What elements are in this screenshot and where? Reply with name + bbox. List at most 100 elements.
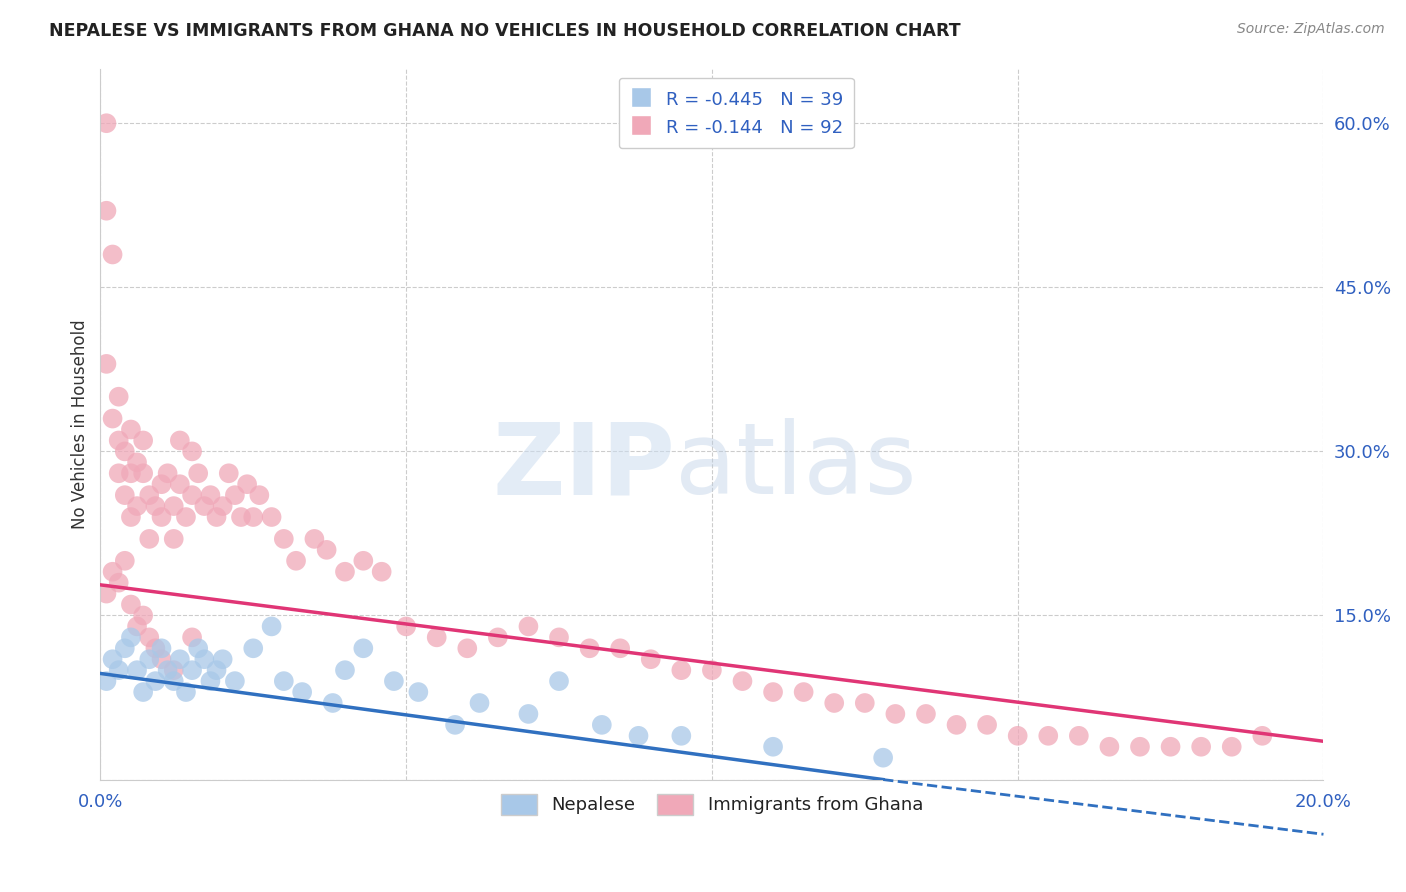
Point bbox=[101, 411, 124, 425]
Point bbox=[120, 510, 142, 524]
Point bbox=[352, 554, 374, 568]
Point bbox=[1220, 739, 1243, 754]
Point bbox=[107, 434, 129, 448]
Point bbox=[120, 631, 142, 645]
Point bbox=[181, 663, 204, 677]
Point bbox=[132, 467, 155, 481]
Text: Source: ZipAtlas.com: Source: ZipAtlas.com bbox=[1237, 22, 1385, 37]
Point bbox=[132, 685, 155, 699]
Point bbox=[273, 674, 295, 689]
Point bbox=[114, 444, 136, 458]
Point bbox=[163, 532, 186, 546]
Point bbox=[291, 685, 314, 699]
Point bbox=[1038, 729, 1060, 743]
Point bbox=[426, 631, 449, 645]
Point bbox=[114, 554, 136, 568]
Point bbox=[138, 631, 160, 645]
Point bbox=[125, 663, 148, 677]
Point bbox=[96, 674, 118, 689]
Text: atlas: atlas bbox=[675, 418, 917, 516]
Point bbox=[627, 729, 650, 743]
Point bbox=[884, 706, 907, 721]
Y-axis label: No Vehicles in Household: No Vehicles in Household bbox=[72, 319, 89, 529]
Point bbox=[370, 565, 392, 579]
Point bbox=[976, 718, 998, 732]
Point bbox=[211, 499, 233, 513]
Point bbox=[382, 674, 405, 689]
Point bbox=[96, 203, 118, 218]
Point bbox=[156, 663, 179, 677]
Point bbox=[125, 619, 148, 633]
Point bbox=[456, 641, 478, 656]
Point bbox=[609, 641, 631, 656]
Point bbox=[591, 718, 613, 732]
Point bbox=[1007, 729, 1029, 743]
Point bbox=[96, 357, 118, 371]
Point bbox=[187, 467, 209, 481]
Point bbox=[107, 663, 129, 677]
Point bbox=[181, 444, 204, 458]
Point bbox=[169, 434, 191, 448]
Point bbox=[260, 619, 283, 633]
Point bbox=[132, 434, 155, 448]
Point bbox=[101, 565, 124, 579]
Point bbox=[187, 641, 209, 656]
Point bbox=[700, 663, 723, 677]
Point bbox=[224, 488, 246, 502]
Point bbox=[247, 488, 270, 502]
Point bbox=[96, 116, 118, 130]
Point bbox=[1067, 729, 1090, 743]
Point bbox=[242, 510, 264, 524]
Point bbox=[1189, 739, 1212, 754]
Legend: Nepalese, Immigrants from Ghana: Nepalese, Immigrants from Ghana bbox=[492, 785, 932, 824]
Point bbox=[169, 477, 191, 491]
Point bbox=[333, 663, 356, 677]
Point bbox=[145, 499, 167, 513]
Point bbox=[138, 652, 160, 666]
Point bbox=[145, 674, 167, 689]
Point bbox=[517, 706, 540, 721]
Point bbox=[304, 532, 326, 546]
Point bbox=[193, 499, 215, 513]
Point bbox=[174, 510, 197, 524]
Point bbox=[578, 641, 600, 656]
Point bbox=[236, 477, 259, 491]
Point bbox=[640, 652, 662, 666]
Point bbox=[945, 718, 967, 732]
Point bbox=[444, 718, 467, 732]
Point bbox=[322, 696, 344, 710]
Point bbox=[395, 619, 418, 633]
Point bbox=[1098, 739, 1121, 754]
Point bbox=[200, 674, 222, 689]
Point bbox=[125, 499, 148, 513]
Point bbox=[408, 685, 430, 699]
Point bbox=[1129, 739, 1152, 754]
Point bbox=[671, 663, 693, 677]
Point bbox=[211, 652, 233, 666]
Point bbox=[107, 467, 129, 481]
Point bbox=[132, 608, 155, 623]
Point bbox=[120, 467, 142, 481]
Point bbox=[315, 542, 337, 557]
Point bbox=[114, 641, 136, 656]
Point bbox=[285, 554, 308, 568]
Point bbox=[333, 565, 356, 579]
Point bbox=[101, 652, 124, 666]
Point bbox=[229, 510, 252, 524]
Point bbox=[242, 641, 264, 656]
Point bbox=[915, 706, 938, 721]
Point bbox=[150, 641, 173, 656]
Point bbox=[169, 652, 191, 666]
Point bbox=[762, 685, 785, 699]
Point bbox=[96, 586, 118, 600]
Point bbox=[150, 652, 173, 666]
Point bbox=[486, 631, 509, 645]
Point bbox=[218, 467, 240, 481]
Point bbox=[205, 663, 228, 677]
Point bbox=[548, 674, 571, 689]
Point bbox=[671, 729, 693, 743]
Point bbox=[872, 750, 894, 764]
Point bbox=[181, 631, 204, 645]
Point bbox=[120, 423, 142, 437]
Point bbox=[125, 455, 148, 469]
